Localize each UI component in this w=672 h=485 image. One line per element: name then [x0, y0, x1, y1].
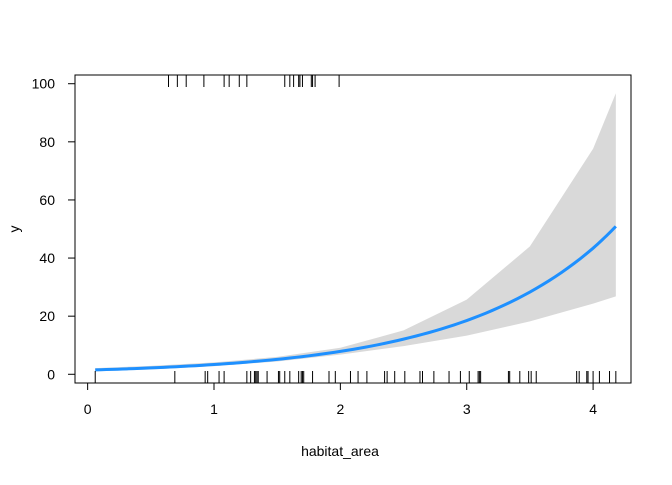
x-tick-label: 0: [84, 401, 92, 417]
y-tick-label: 0: [47, 366, 55, 382]
x-tick-label: 1: [210, 401, 218, 417]
y-tick-label: 80: [39, 134, 55, 150]
y-tick-label: 100: [32, 76, 56, 92]
y-tick-label: 60: [39, 192, 55, 208]
y-axis-label: y: [6, 226, 22, 233]
x-axis-label: habitat_area: [301, 443, 379, 459]
fit-line: [95, 225, 617, 372]
x-tick-label: 4: [589, 401, 597, 417]
confidence-band: [95, 93, 616, 372]
x-tick-label: 3: [463, 401, 471, 417]
y-tick-label: 20: [39, 308, 55, 324]
y-tick-label: 40: [39, 250, 55, 266]
x-tick-label: 2: [336, 401, 344, 417]
